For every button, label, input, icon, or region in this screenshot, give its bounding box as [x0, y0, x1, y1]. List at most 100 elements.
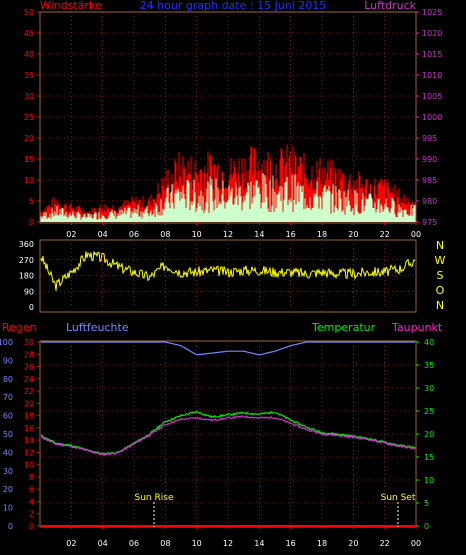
- x-tick-label: 10: [192, 230, 202, 239]
- top-x-ticks: 02 04 06 08 10 12 14 16 18 20 22 00: [66, 222, 421, 239]
- pressure-tick-label: 1025: [422, 8, 442, 17]
- x-tick-label: 04: [98, 230, 108, 239]
- humidity-tick-label: 40: [3, 448, 13, 457]
- wind-direction-grid: [40, 244, 417, 307]
- dewpoint-label: Taupunkt: [391, 321, 443, 334]
- rain-label: Regen: [2, 321, 37, 334]
- wind-tick-label: 50: [24, 8, 34, 17]
- series-luftfeuchte: [41, 341, 415, 356]
- wind-tick-label: 20: [24, 134, 34, 143]
- rain-tick-label: 6: [29, 485, 34, 494]
- pressure-tick-label: 975: [422, 218, 437, 227]
- wind-tick-label: 5: [29, 197, 34, 206]
- x-tick-label: 22: [380, 230, 390, 239]
- chart-title: 24 hour graph date : 15 Juni 2015: [140, 0, 327, 12]
- x-tick-label: 02: [66, 230, 76, 239]
- wind-direction-series: [40, 251, 416, 291]
- x-tick-label: 00: [411, 539, 421, 548]
- rain-tick-label: 4: [29, 497, 34, 506]
- bottom-x-ticks: 02 04 06 08 10 12 14 16 18 20 22 00: [66, 526, 421, 548]
- x-tick-label: 20: [348, 230, 358, 239]
- wind-tick-label: 0: [29, 218, 34, 227]
- temperature-tick-label: 35: [424, 361, 434, 370]
- temperature-tick-label: 10: [424, 476, 434, 485]
- x-tick-label: 18: [317, 539, 327, 548]
- x-tick-label: 12: [223, 230, 233, 239]
- pressure-tick-label: 1020: [422, 29, 442, 38]
- rain-tick-label: 26: [24, 363, 34, 372]
- x-tick-label: 10: [192, 539, 202, 548]
- pressure-tick-label: 1015: [422, 50, 442, 59]
- wind-tick-label: 40: [24, 50, 34, 59]
- rain-tick-label: 30: [24, 338, 34, 347]
- x-tick-label: 14: [254, 539, 264, 548]
- x-tick-label: 04: [98, 539, 108, 548]
- direction-tick-label: 180: [19, 272, 34, 281]
- rain-tick-label: 2: [29, 510, 34, 519]
- compass-letter: S: [437, 269, 444, 282]
- compass-letter: O: [436, 284, 445, 297]
- x-tick-label: 08: [160, 539, 170, 548]
- x-tick-label: 14: [254, 230, 264, 239]
- direction-tick-label: 0: [29, 303, 34, 312]
- humidity-tick-label: 80: [3, 375, 13, 384]
- temperature-tick-label: 25: [424, 407, 434, 416]
- temperature-tick-label: 0: [424, 522, 429, 531]
- humidity-tick-label: 10: [3, 504, 13, 513]
- compass-letter: N: [436, 239, 444, 252]
- wind-axis-ticks: 0 5 10 15 20 25 30 35 40 45 50: [24, 8, 40, 227]
- wind-tick-label: 10: [24, 176, 34, 185]
- humidity-tick-label: 90: [3, 356, 13, 365]
- humidity-axis-ticks: 0 10 20 30 40 50 60 70 80 90 100: [0, 338, 13, 531]
- x-tick-label: 06: [129, 539, 139, 548]
- pressure-tick-label: 1000: [422, 113, 442, 122]
- direction-tick-label: 90: [24, 287, 34, 296]
- humidity-tick-label: 50: [3, 430, 13, 439]
- rain-tick-label: 12: [24, 448, 34, 457]
- rain-tick-label: 18: [24, 412, 34, 421]
- pressure-tick-label: 985: [422, 176, 437, 185]
- wind-direction-ticks: 0 90 180 270 360: [19, 240, 34, 312]
- humidity-tick-label: 100: [0, 338, 13, 347]
- pressure-axis-label: Luftdruck: [364, 0, 416, 12]
- rain-tick-label: 0: [29, 522, 34, 531]
- wind-tick-label: 15: [24, 155, 34, 164]
- pressure-axis-ticks: 975 980 985 990 995 1000 1005 1010 1015 1020 1025: [416, 8, 442, 227]
- rain-tick-label: 24: [24, 375, 34, 384]
- humidity-tick-label: 20: [3, 485, 13, 494]
- x-tick-label: 08: [160, 230, 170, 239]
- humidity-label: Luftfeuchte: [66, 321, 129, 334]
- temperature-tick-label: 20: [424, 430, 434, 439]
- x-tick-label: 00: [411, 230, 421, 239]
- rain-tick-label: 28: [24, 350, 34, 359]
- temperature-tick-label: 40: [424, 338, 434, 347]
- pressure-tick-label: 990: [422, 155, 437, 164]
- temperature-tick-label: 30: [424, 384, 434, 393]
- rain-tick-label: 16: [24, 424, 34, 433]
- temperature-tick-label: 15: [424, 453, 434, 462]
- wind-tick-label: 45: [24, 29, 34, 38]
- x-tick-label: 12: [223, 539, 233, 548]
- x-tick-label: 16: [286, 230, 296, 239]
- series-taupunkt: [40, 414, 416, 457]
- rain-tick-label: 20: [24, 399, 34, 408]
- wind-direction-line: [40, 251, 416, 291]
- x-tick-label: 18: [317, 230, 327, 239]
- humidity-tick-label: 0: [8, 522, 13, 531]
- sun-set-label: Sun Set: [381, 493, 416, 503]
- temperature-right-ticks: 0 5 10 15 20 25 30 35 40: [416, 338, 434, 531]
- x-tick-label: 02: [66, 539, 76, 548]
- pressure-tick-label: 995: [422, 134, 437, 143]
- x-tick-label: 16: [286, 539, 296, 548]
- humidity-tick-label: 70: [3, 393, 13, 402]
- humidity-tick-label: 30: [3, 467, 13, 476]
- wind-tick-label: 35: [24, 71, 34, 80]
- wind-tick-label: 30: [24, 92, 34, 101]
- compass-letter: W: [435, 254, 446, 267]
- wind-tick-label: 25: [24, 113, 34, 122]
- rain-tick-label: 10: [24, 461, 34, 470]
- x-tick-label: 20: [348, 539, 358, 548]
